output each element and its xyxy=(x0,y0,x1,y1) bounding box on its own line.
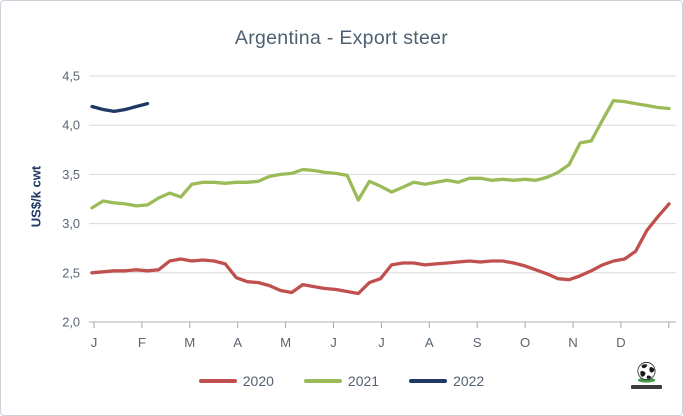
x-tick-label: D xyxy=(616,335,626,350)
legend-swatch xyxy=(303,379,342,383)
chart-title: Argentina - Export steer xyxy=(234,27,449,49)
logo xyxy=(626,361,666,389)
series-line-2021 xyxy=(90,98,671,210)
x-tick-label: J xyxy=(378,335,385,350)
y-tick-label: 3,0 xyxy=(62,216,80,231)
legend-label: 2020 xyxy=(242,373,274,389)
y-tick-label: 2,0 xyxy=(62,315,80,330)
y-tick-label: 2,5 xyxy=(62,265,80,280)
y-tick-label: 4,0 xyxy=(62,118,80,133)
legend-swatch xyxy=(409,379,448,383)
x-tick-label: J xyxy=(91,335,98,350)
series-line-2020 xyxy=(90,202,671,296)
x-tick-label: M xyxy=(184,335,195,350)
legend-entry-2022: 2022 xyxy=(409,373,484,389)
x-tick-label: O xyxy=(520,335,530,350)
logo-wordmark xyxy=(630,385,662,389)
series-line-2022 xyxy=(90,101,150,114)
y-tick-label: 3,5 xyxy=(62,167,80,182)
x-tick-label: S xyxy=(473,335,482,350)
globe-icon xyxy=(636,362,656,383)
x-tick-label: A xyxy=(425,335,434,350)
legend-label: 2022 xyxy=(453,373,485,389)
legend-entry-2020: 2020 xyxy=(198,373,274,389)
legend-label: 2021 xyxy=(347,373,380,389)
legend: 2020 2021 2022 xyxy=(1,373,682,389)
legend-entry-2021: 2021 xyxy=(303,373,380,389)
x-tick-label: J xyxy=(330,335,337,350)
x-tick-label: A xyxy=(233,335,242,350)
y-tick-label: 4,5 xyxy=(62,69,80,84)
legend-swatch xyxy=(198,379,237,383)
x-tick-label: N xyxy=(568,335,578,350)
x-tick-label: M xyxy=(280,335,291,350)
x-tick-label: F xyxy=(138,335,146,350)
